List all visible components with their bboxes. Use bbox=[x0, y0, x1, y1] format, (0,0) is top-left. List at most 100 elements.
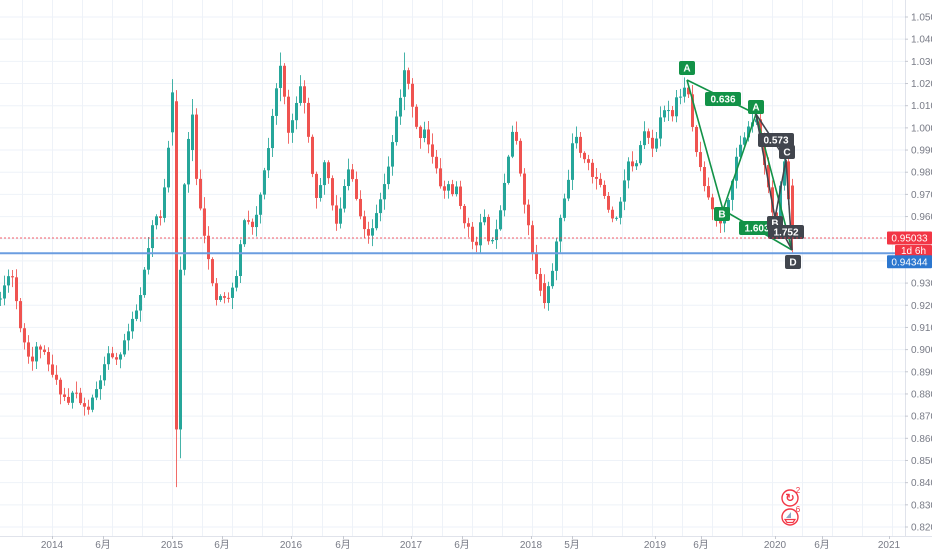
candle-body bbox=[403, 70, 406, 97]
candle-body bbox=[331, 178, 334, 206]
candle-body bbox=[347, 169, 350, 187]
candle-body bbox=[367, 229, 370, 236]
idea-badge[interactable]: ↻2 bbox=[781, 486, 801, 507]
price-tick-label: 1.05000 bbox=[911, 13, 932, 24]
pattern-line[interactable] bbox=[755, 113, 776, 219]
candle-body bbox=[615, 217, 618, 219]
candle-body bbox=[339, 208, 342, 224]
candle-body bbox=[119, 354, 122, 360]
candle-body bbox=[103, 364, 106, 381]
candle-body bbox=[307, 102, 310, 137]
pattern-label-text: 0.636 bbox=[710, 95, 735, 106]
candle-body bbox=[451, 184, 454, 195]
candle-body bbox=[567, 179, 570, 199]
time-tick-label: 2019 bbox=[644, 540, 667, 550]
time-tick-label: 2020 bbox=[764, 540, 787, 550]
candle-body bbox=[231, 287, 234, 298]
pattern-label-text: A bbox=[752, 103, 759, 114]
pattern-label-box[interactable] bbox=[705, 92, 741, 106]
candle-body bbox=[175, 101, 178, 430]
pattern-label-box[interactable] bbox=[714, 207, 730, 221]
candle-body bbox=[27, 342, 30, 357]
candle-body bbox=[167, 147, 170, 188]
candle-body bbox=[443, 186, 446, 191]
candle-body bbox=[111, 353, 114, 358]
pattern-line[interactable] bbox=[774, 159, 787, 219]
candle-body bbox=[215, 283, 218, 300]
candle-body bbox=[235, 276, 238, 288]
price-axis-bg[interactable] bbox=[905, 0, 932, 550]
price-tick-label: 0.96000 bbox=[911, 212, 932, 223]
price-tick-label: 0.83000 bbox=[911, 500, 932, 511]
pattern-label-text: 0.573 bbox=[763, 136, 788, 147]
idea-badges[interactable]: ↻26 bbox=[781, 486, 801, 526]
idea-badge[interactable]: 6 bbox=[781, 505, 801, 526]
time-tick-label: 2015 bbox=[161, 540, 184, 550]
time-axis-bg[interactable] bbox=[0, 536, 932, 550]
candle-body bbox=[431, 144, 434, 157]
candle-body bbox=[211, 259, 214, 284]
candle-body bbox=[187, 138, 190, 185]
candle-body bbox=[203, 208, 206, 236]
price-tick-label: 1.04000 bbox=[911, 35, 932, 46]
candle-body bbox=[123, 340, 126, 355]
candle-body bbox=[787, 161, 790, 200]
price-tick-label: 0.85000 bbox=[911, 456, 932, 467]
candle-body bbox=[355, 179, 358, 199]
candle-body bbox=[163, 187, 166, 218]
sail-shape bbox=[786, 512, 791, 518]
candle-body bbox=[135, 310, 138, 319]
price-axis[interactable]: 1.05000 1.04000 1.03000 1.02000 1.01000 1.000… bbox=[905, 0, 932, 550]
candle-body bbox=[415, 106, 418, 127]
candle-body bbox=[127, 331, 130, 341]
candle-body bbox=[311, 136, 314, 174]
candle-body bbox=[399, 97, 402, 117]
candle-body bbox=[3, 285, 6, 299]
candle-body bbox=[491, 240, 494, 242]
pattern-line[interactable] bbox=[686, 79, 724, 211]
pattern-label-box[interactable] bbox=[679, 61, 695, 75]
pattern-label-text: B bbox=[718, 210, 725, 221]
pattern-line[interactable] bbox=[722, 113, 757, 211]
candle-body bbox=[471, 226, 474, 242]
price-tick-label: 0.88000 bbox=[911, 389, 932, 400]
candle-body bbox=[359, 198, 362, 217]
time-tick-label: 6月 bbox=[693, 539, 709, 550]
candle-body bbox=[691, 94, 694, 127]
pattern-label-box[interactable] bbox=[758, 133, 794, 147]
pattern-label-box[interactable] bbox=[779, 145, 795, 159]
price-tick-label: 0.93000 bbox=[911, 279, 932, 290]
pattern-label-box[interactable] bbox=[739, 221, 775, 235]
bar-countdown-text: 1d 6h bbox=[901, 246, 926, 257]
candle-body bbox=[207, 235, 210, 260]
candle-body bbox=[703, 167, 706, 187]
price-tick-label: 0.84000 bbox=[911, 478, 932, 489]
price-tick-label: 0.99000 bbox=[911, 146, 932, 157]
candle-body bbox=[15, 277, 18, 302]
candle-body bbox=[719, 219, 722, 224]
refresh-icon[interactable] bbox=[781, 489, 799, 507]
pattern-label-text: D bbox=[789, 258, 796, 269]
idea-count: 6 bbox=[796, 505, 801, 514]
candle-body bbox=[63, 394, 66, 397]
candlestick-series bbox=[0, 52, 794, 488]
pattern-label-box[interactable] bbox=[748, 100, 764, 114]
pattern-label-box[interactable] bbox=[768, 225, 804, 239]
candle-body bbox=[779, 185, 782, 217]
candle-body bbox=[75, 392, 78, 394]
candle-body bbox=[95, 389, 98, 398]
candle-body bbox=[371, 228, 374, 236]
pattern-label-box[interactable] bbox=[785, 255, 801, 269]
pattern-label-text: B bbox=[771, 219, 778, 230]
time-axis[interactable]: 2014 6月 2015 6月 2016 6月 2017 6月 2018 5月 2019 6月 2020… bbox=[0, 536, 932, 550]
candle-body bbox=[31, 356, 34, 362]
candle-body bbox=[599, 178, 602, 185]
candle-body bbox=[283, 65, 286, 97]
candle-body bbox=[219, 296, 222, 300]
candle-body bbox=[351, 169, 354, 180]
